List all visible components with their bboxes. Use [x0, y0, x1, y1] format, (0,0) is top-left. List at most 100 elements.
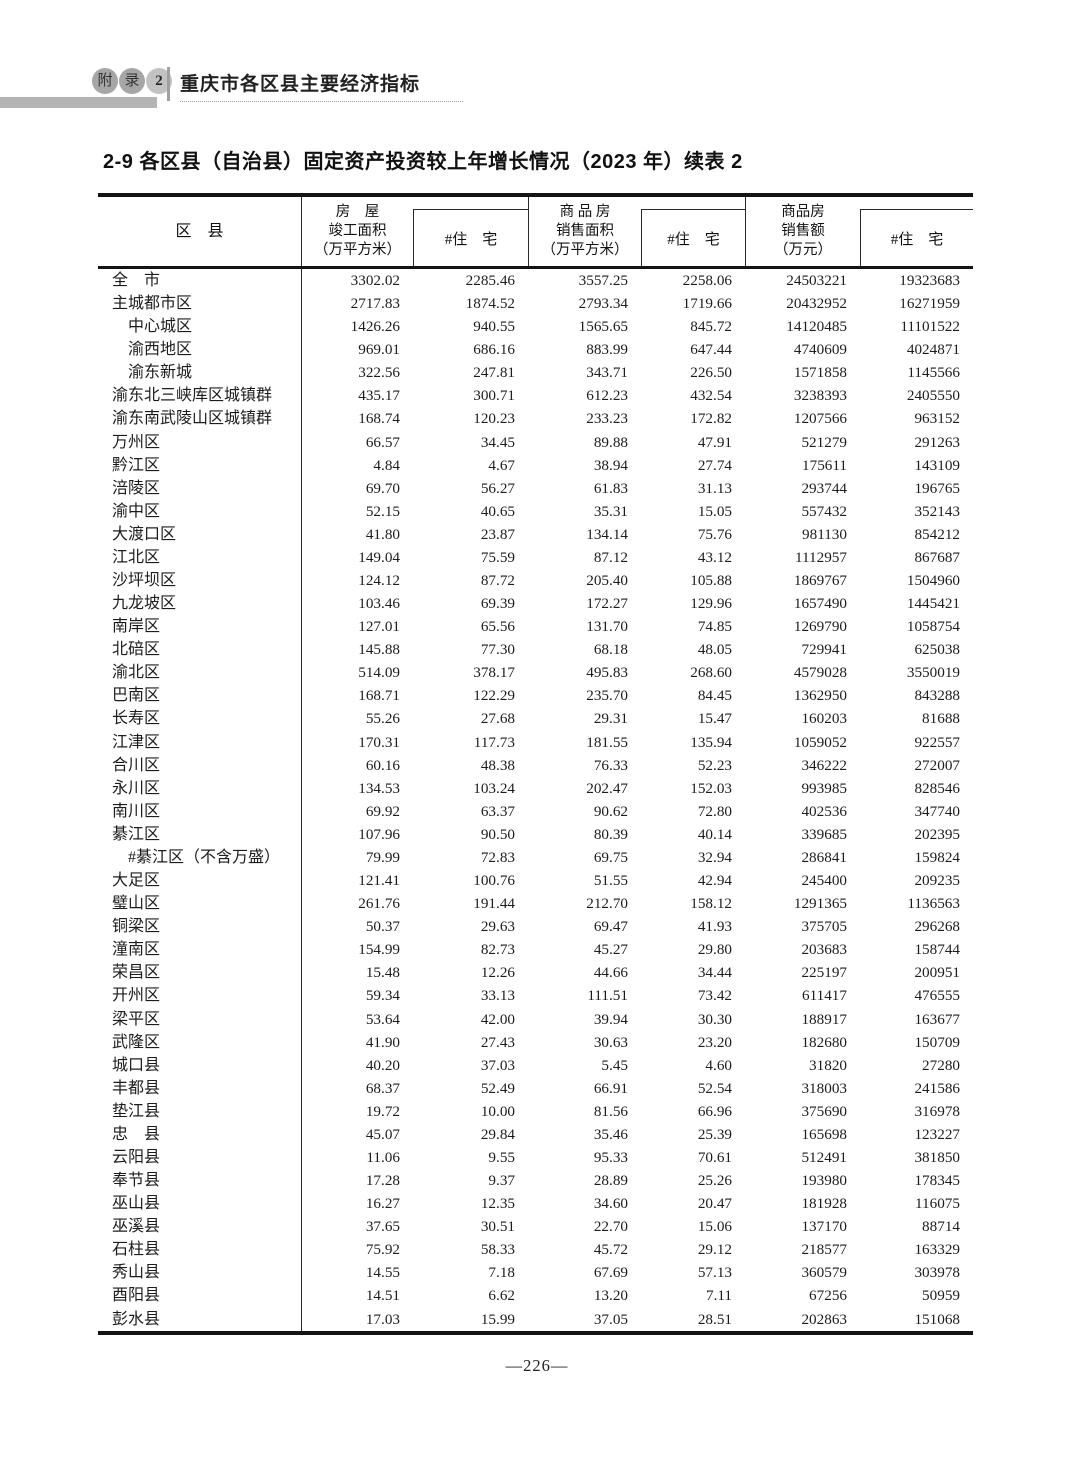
region-name: 綦江区: [98, 822, 302, 846]
value-cell: 241586: [914, 1079, 960, 1097]
value-cell: 7.11: [705, 1287, 732, 1305]
table-row: 奉节县 17.28 9.37 28.89 25.26 193980 178345: [98, 1169, 973, 1193]
value-cell: 55.26: [365, 710, 400, 728]
appendix-title: 重庆市各区县主要经济指标: [180, 69, 463, 102]
value-cell: 14.55: [365, 1264, 400, 1282]
table-row: 璧山区 261.76 191.44 212.70 158.12 1291365 113656…: [98, 892, 973, 916]
value-cell: 52.23: [697, 756, 732, 774]
value-cell: 4.67: [488, 456, 515, 474]
table-row: 中心城区 1426.26 940.55 1565.65 845.72 14120485 11…: [98, 315, 973, 339]
region-name: 垫江县: [98, 1099, 302, 1123]
header-sales-area: 商 品 房 销售面积 （万平方米）: [528, 197, 641, 266]
region-name: 铜梁区: [98, 915, 302, 939]
value-cell: 322.56: [358, 364, 400, 382]
value-cell: 193980: [801, 1172, 847, 1190]
value-cell: 495.83: [586, 664, 628, 682]
table-row: 渝东新城 322.56 247.81 343.71 226.50 1571858 11455…: [98, 361, 973, 385]
value-cell: 1719.66: [682, 295, 732, 313]
value-cell: 168.74: [358, 410, 400, 428]
value-cell: 100.76: [473, 872, 515, 890]
value-cell: 883.99: [586, 341, 628, 359]
value-cell: 68.37: [365, 1079, 400, 1097]
value-cell: 28.89: [593, 1172, 628, 1190]
value-cell: 352143: [914, 502, 960, 520]
value-cell: 200951: [914, 964, 960, 982]
value-cell: 1869767: [793, 572, 847, 590]
region-name: #綦江区（不含万盛）: [98, 845, 302, 870]
value-cell: 1112957: [794, 548, 847, 566]
value-cell: 165698: [801, 1125, 847, 1143]
value-cell: 75.92: [365, 1241, 400, 1259]
value-cell: 514.09: [358, 664, 400, 682]
value-cell: 30.51: [480, 1218, 515, 1236]
value-cell: 1657490: [793, 595, 847, 613]
region-name: 九龙坡区: [98, 592, 302, 616]
value-cell: 3557.25: [578, 272, 628, 289]
value-cell: 25.26: [697, 1172, 732, 1190]
value-cell: 76.33: [593, 756, 628, 774]
value-cell: 47.91: [697, 433, 732, 451]
value-cell: 90.62: [593, 802, 628, 820]
value-cell: 33.13: [480, 987, 515, 1005]
value-cell: 172.27: [586, 595, 628, 613]
value-cell: 845.72: [690, 318, 732, 336]
value-cell: 69.75: [593, 848, 628, 866]
value-cell: 339685: [801, 825, 847, 843]
region-name: 渝东南武陵山区城镇群: [98, 407, 302, 431]
table-row: #綦江区（不含万盛） 79.99 72.83 69.75 32.94 286841 1598…: [98, 845, 973, 870]
header-completed-area: 房 屋 竣工面积 （万平方米）: [302, 197, 413, 266]
value-cell: 235.70: [586, 687, 628, 705]
region-name: 大渡口区: [98, 522, 302, 546]
region-name: 渝东新城: [98, 361, 302, 385]
region-name: 主城都市区: [98, 292, 302, 316]
table-row: 渝西地区 969.01 686.16 883.99 647.44 4740609 40248…: [98, 338, 973, 362]
value-cell: 81.56: [593, 1102, 628, 1120]
value-cell: 612.23: [586, 387, 628, 405]
value-cell: 23.20: [697, 1033, 732, 1051]
value-cell: 272007: [914, 756, 960, 774]
table-header-row: 区 县 房 屋 竣工面积 （万平方米） #住 宅 商 品 房 销售面积 （万平方…: [98, 197, 973, 269]
value-cell: 15.99: [480, 1310, 515, 1328]
value-cell: 154.99: [358, 941, 400, 959]
value-cell: 19.72: [365, 1102, 400, 1120]
value-cell: 233.23: [586, 410, 628, 428]
value-cell: 4.60: [705, 1056, 732, 1074]
value-cell: 16.27: [365, 1195, 400, 1213]
table-row: 涪陵区 69.70 56.27 61.83 31.13 293744 196765: [98, 476, 973, 500]
region-name: 江津区: [98, 730, 302, 754]
region-name: 石柱县: [98, 1238, 302, 1262]
value-cell: 28.51: [697, 1310, 732, 1328]
region-name: 城口县: [98, 1053, 302, 1077]
value-cell: 52.49: [480, 1079, 515, 1097]
value-cell: 56.27: [480, 479, 515, 497]
value-cell: 15.05: [697, 502, 732, 520]
region-name: 黔江区: [98, 453, 302, 477]
header-sales-amount: 商品房 销售额 （万元）: [745, 197, 860, 266]
table-row: 渝北区 514.09 378.17 495.83 268.60 4579028 355001…: [98, 661, 973, 685]
value-cell: 69.70: [365, 479, 400, 497]
region-name: 江北区: [98, 545, 302, 570]
value-cell: 48.05: [697, 641, 732, 659]
value-cell: 87.12: [593, 548, 628, 566]
value-cell: 1058754: [906, 618, 960, 636]
value-cell: 58.33: [480, 1241, 515, 1259]
table-row: 长寿区 55.26 27.68 29.31 15.47 160203 81688: [98, 707, 973, 731]
value-cell: 22.70: [593, 1218, 628, 1236]
appendix-badge: 附 录 2: [92, 68, 173, 94]
value-cell: 143109: [914, 456, 960, 474]
appendix-badge-char-1: 附: [92, 68, 118, 94]
value-cell: 521279: [801, 433, 847, 451]
table-row: 南岸区 127.01 65.56 131.70 74.85 1269790 1058754: [98, 615, 973, 639]
value-cell: 67.69: [593, 1264, 628, 1282]
header-residential-2: #住 宅: [641, 209, 745, 266]
value-cell: 1145566: [907, 364, 960, 382]
value-cell: 57.13: [697, 1264, 732, 1282]
value-cell: 88714: [922, 1218, 960, 1236]
value-cell: 75.76: [697, 525, 732, 543]
value-cell: 81688: [922, 710, 960, 728]
value-cell: 4740609: [793, 341, 847, 359]
table-row: 忠 县 45.07 29.84 35.46 25.39 165698 123227: [98, 1122, 973, 1146]
value-cell: 34.44: [697, 964, 732, 982]
value-cell: 87.72: [480, 572, 515, 590]
value-cell: 922557: [914, 733, 960, 751]
